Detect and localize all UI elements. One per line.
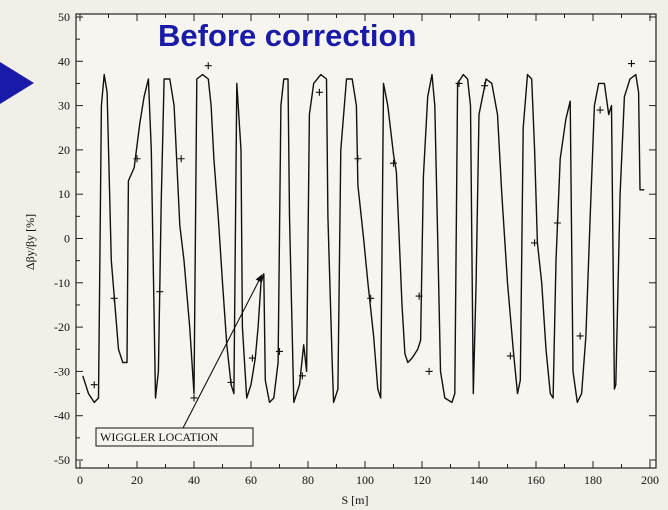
axis-ticks: [76, 14, 656, 468]
x-tick-label: 200: [641, 473, 659, 487]
chart-title: Before correction: [158, 18, 416, 53]
plus-marker: [177, 155, 185, 163]
plus-marker: [248, 354, 256, 362]
plus-marker: [415, 292, 423, 300]
annotation-arrowhead: [255, 273, 263, 283]
plus-marker: [455, 79, 463, 87]
plus-marker: [553, 219, 561, 227]
pointer-arrow-icon: [0, 62, 34, 104]
x-tick-label: 100: [356, 473, 374, 487]
plus-marker: [315, 88, 323, 96]
annotation-label: WIGGLER LOCATION: [100, 430, 219, 444]
plus-marker: [110, 294, 118, 302]
x-tick-label: 160: [527, 473, 545, 487]
annotation-box: [95, 427, 254, 447]
plot-area: [75, 13, 657, 469]
plus-marker: [425, 367, 433, 375]
x-tick-label: 0: [77, 473, 83, 487]
x-tick-label: 140: [470, 473, 488, 487]
plus-marker: [531, 239, 539, 247]
y-tick-label: -30: [54, 364, 70, 378]
plus-marker: [227, 378, 235, 386]
y-tick-label: -10: [54, 276, 70, 290]
plus-marker: [576, 332, 584, 340]
y-tick-label: 40: [58, 54, 70, 68]
plus-marker: [481, 82, 489, 90]
plus-markers: [90, 60, 635, 402]
plus-marker: [156, 288, 164, 296]
plus-marker: [596, 106, 604, 114]
y-tick-label: 10: [58, 187, 70, 201]
y-tick-label: -50: [54, 453, 70, 467]
y-tick-label: 20: [58, 143, 70, 157]
y-tick-label: -40: [54, 409, 70, 423]
x-tick-label: 180: [584, 473, 602, 487]
x-tick-label: 40: [188, 473, 200, 487]
y-axis-label: Δβy/βy [%]: [23, 214, 37, 270]
y-tick-labels: 50 40 30 20 10 0 -10 -20 -30 -40 -50: [54, 10, 70, 467]
x-tick-label: 20: [131, 473, 143, 487]
x-tick-labels: 0 20 40 60 80 100 120 140 160 180 200: [77, 473, 659, 487]
x-tick-label: 60: [245, 473, 257, 487]
y-tick-label: 0: [64, 232, 70, 246]
plus-marker: [90, 381, 98, 389]
y-tick-label: -20: [54, 320, 70, 334]
plus-marker: [276, 347, 283, 355]
plus-marker: [390, 159, 397, 167]
series-line: [82, 73, 645, 404]
plus-marker: [133, 155, 141, 163]
x-tick-label: 80: [302, 473, 314, 487]
plus-marker: [506, 352, 514, 360]
x-axis-label: S [m]: [342, 493, 369, 507]
plus-marker: [367, 294, 375, 302]
y-tick-label: 30: [58, 99, 70, 113]
plus-marker: [190, 394, 198, 402]
y-tick-label: 50: [58, 10, 70, 24]
plus-marker: [298, 372, 306, 380]
plus-marker: [204, 62, 212, 70]
plus-marker: [627, 60, 635, 68]
plus-marker: [354, 155, 362, 163]
annotation-arrow: [182, 280, 260, 429]
x-tick-label: 120: [413, 473, 431, 487]
